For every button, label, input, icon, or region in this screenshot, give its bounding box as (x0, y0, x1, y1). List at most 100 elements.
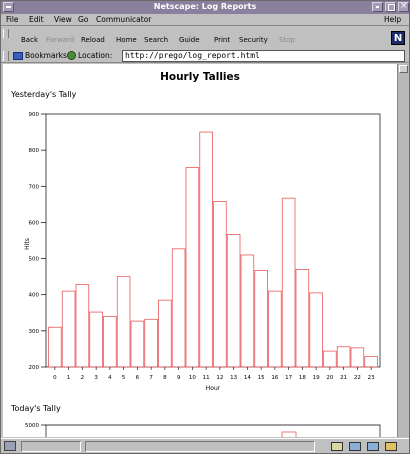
bar-hour-19 (309, 292, 323, 368)
x-tick-label: 14 (244, 375, 251, 381)
today-y-tick: 5000 (25, 423, 39, 429)
bar-hour-7 (144, 318, 158, 368)
location-toolbar: Bookmarks Location: http://prego/log_rep… (1, 49, 409, 63)
navigation-toolbar: Back Forward Reload Home Search Guide Pr… (1, 27, 409, 49)
bar-hour-23 (364, 356, 378, 368)
status-message (85, 441, 315, 452)
title-bar[interactable]: Netscape: Log Reports (1, 1, 409, 14)
bar-hour-8 (158, 299, 172, 368)
x-tick-label: 0 (53, 375, 57, 381)
composer-icon[interactable] (385, 442, 397, 451)
bar-hour-9 (171, 248, 186, 368)
bar-hour-18 (295, 269, 310, 368)
close-button[interactable] (398, 1, 409, 12)
location-icon[interactable] (67, 51, 76, 60)
today-chart: 5000 (25, 423, 381, 437)
menu-go[interactable]: Go (78, 15, 89, 24)
maximize-button[interactable] (385, 2, 396, 12)
bar-hour-12 (213, 201, 227, 368)
bookmarks-button[interactable]: Bookmarks (25, 51, 67, 60)
navigator-icon[interactable] (331, 442, 343, 451)
y-axis-ticks: 200 300 400 500 600 700 800 900 (29, 112, 46, 371)
x-tick-label: 18 (299, 375, 306, 381)
x-tick-label: 11 (203, 375, 210, 381)
bar-hour-13 (226, 233, 241, 368)
x-tick-label: 9 (177, 375, 181, 381)
y-tick-label: 400 (29, 293, 40, 299)
x-tick-label: 6 (136, 375, 140, 381)
x-tick-label: 19 (313, 375, 320, 381)
x-tick-label: 17 (285, 375, 292, 381)
back-button[interactable]: Back (21, 36, 38, 44)
url-field[interactable]: http://prego/log_report.html (122, 50, 405, 62)
status-bar (1, 438, 409, 453)
x-tick-label: 1 (67, 375, 71, 381)
y-axis-label: Hits (24, 238, 31, 250)
bar-hour-11 (199, 131, 213, 368)
x-tick-label: 23 (368, 375, 375, 381)
y-tick-label: 800 (29, 148, 40, 154)
menu-view[interactable]: View (54, 15, 72, 24)
x-axis-label: Hour (206, 385, 221, 392)
home-button[interactable]: Home (116, 36, 137, 44)
minimize-button[interactable] (372, 2, 383, 12)
window-menu-button[interactable] (3, 2, 14, 12)
vertical-scrollbar[interactable] (397, 64, 409, 437)
x-tick-label: 20 (326, 375, 333, 381)
bar-hour-10 (185, 167, 200, 368)
x-tick-label: 21 (340, 375, 347, 381)
bar-hour-21 (336, 346, 351, 368)
x-tick-label: 3 (94, 375, 98, 381)
today-plot-frame (45, 424, 381, 437)
reload-button[interactable]: Reload (81, 36, 105, 44)
y-tick-label: 500 (29, 257, 40, 263)
forward-button[interactable]: Forward (46, 36, 75, 44)
stop-button[interactable]: Stop (279, 36, 295, 44)
bar-hour-14 (240, 254, 255, 368)
bar-hour-4 (103, 315, 117, 368)
page-content: Hourly Tallies Yesterday's Tally 200 300 4… (3, 64, 397, 437)
security-lock-icon[interactable] (4, 441, 16, 451)
guide-button[interactable]: Guide (179, 36, 200, 44)
search-button[interactable]: Search (144, 36, 169, 44)
bar-hour-15 (254, 270, 268, 368)
x-tick-label: 7 (149, 375, 153, 381)
x-tick-label: 5 (122, 375, 126, 381)
newsgroups-icon[interactable] (367, 442, 379, 451)
y-tick-label: 900 (29, 112, 40, 118)
y-tick-label: 600 (29, 220, 40, 226)
bar-hour-2 (75, 284, 90, 368)
mail-icon[interactable] (349, 442, 361, 451)
x-tick-label: 4 (108, 375, 112, 381)
plot-frame (45, 113, 381, 368)
scroll-up-arrow[interactable] (399, 65, 408, 73)
bars (48, 131, 378, 368)
bar-hour-20 (323, 350, 337, 368)
menu-help[interactable]: Help (384, 15, 402, 24)
today-bar (281, 431, 297, 437)
menu-edit[interactable]: Edit (29, 15, 44, 24)
page-title: Hourly Tallies (160, 71, 240, 83)
x-tick-label: 10 (189, 375, 196, 381)
security-button[interactable]: Security (239, 36, 268, 44)
print-button[interactable]: Print (214, 36, 231, 44)
x-tick-label: 22 (354, 375, 361, 381)
section-heading-yesterday: Yesterday's Tally (11, 90, 77, 99)
menu-file[interactable]: File (6, 15, 19, 24)
bar-hour-0 (48, 326, 62, 368)
toolbar-grip[interactable] (3, 29, 9, 38)
menu-communicator[interactable]: Communicator (96, 15, 152, 24)
y-tick-label: 300 (29, 329, 40, 335)
netscape-logo-icon[interactable]: N (391, 31, 405, 45)
bookmarks-icon[interactable] (13, 52, 23, 60)
bar-hour-22 (350, 347, 365, 368)
location-grip[interactable] (3, 51, 9, 61)
section-heading-today: Today's Tally (11, 404, 61, 413)
y-tick-label: 700 (29, 184, 40, 190)
y-tick-label: 200 (29, 365, 40, 371)
window-title: Netscape: Log Reports (153, 2, 257, 11)
progress-field (21, 441, 81, 452)
x-tick-label: 13 (230, 375, 237, 381)
